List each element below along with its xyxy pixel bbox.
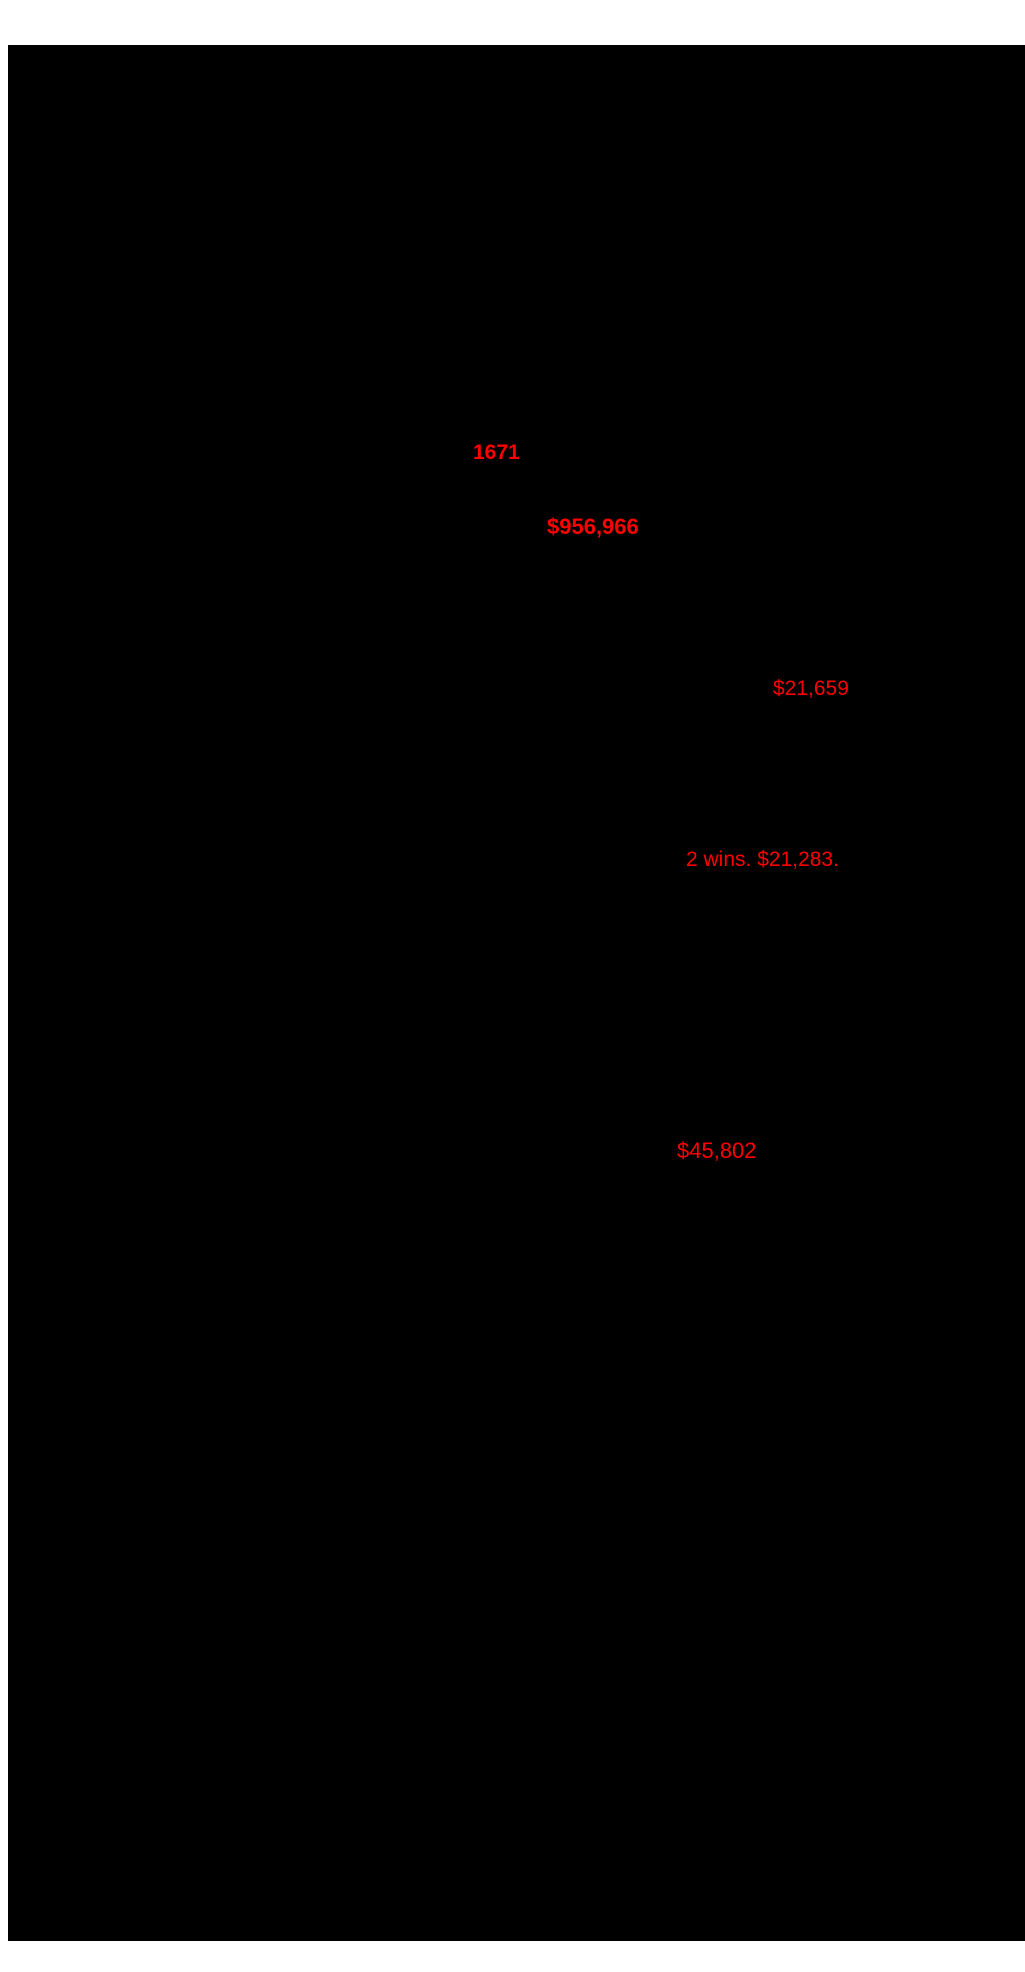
stat-amount-21659: $21,659 [773, 677, 849, 700]
stat-count-1671: 1671 [473, 441, 520, 464]
dark-content-region: 1671 $956,966 $21,659 2 wins. $21,283. $… [8, 45, 1025, 1941]
stat-wins-21283: 2 wins. $21,283. [686, 848, 839, 871]
stat-amount-45802: $45,802 [677, 1138, 757, 1163]
stat-amount-956966: $956,966 [547, 514, 639, 539]
